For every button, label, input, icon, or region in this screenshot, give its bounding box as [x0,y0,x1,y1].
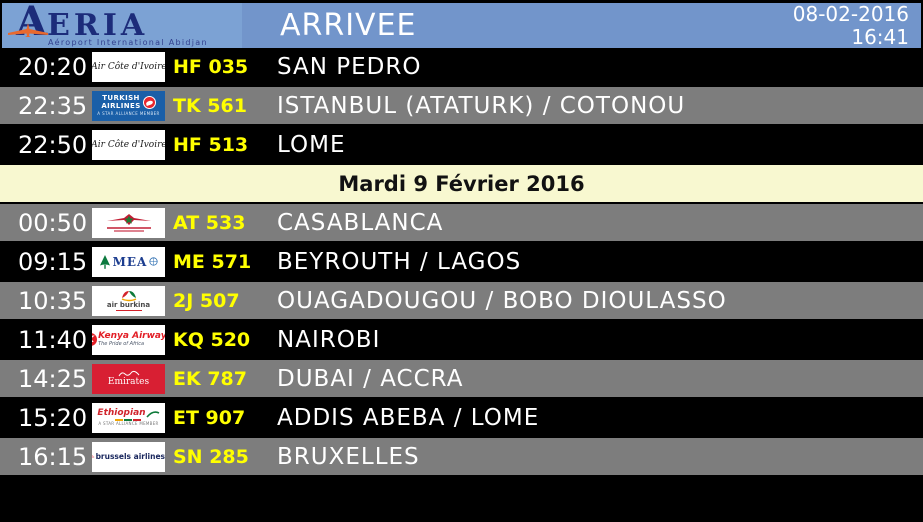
mea-logo: MEA [92,246,165,277]
winged-star-icon [106,214,151,225]
flight-number: 2J 507 [173,289,240,312]
flight-destination: CASABLANCA [277,209,444,236]
kenya-airways-logo: K Kenya Airways The Pride of Africa [92,324,165,355]
flight-row: 15:20 Ethiopian A STAR ALLIANCE MEMBER E… [0,399,923,438]
flight-time: 09:15 [18,247,88,276]
flight-destination: SAN PEDRO [277,53,422,80]
flight-destination: BRUXELLES [277,443,420,470]
aeria-letters: ERIA [47,8,149,43]
flight-destination: LOME [277,131,346,158]
flight-time: 00:50 [18,208,88,237]
flight-row: 11:40 K Kenya Airways The Pride of Afric… [0,321,923,360]
flight-time: 11:40 [18,325,88,354]
flight-destination: ADDIS ABEBA / LOME [277,404,540,431]
flight-time: 22:35 [18,91,88,120]
flight-time: 14:25 [18,364,88,393]
page-title: ARRIVEE [280,8,417,43]
flight-row: 16:15 brussels airlines SN 285 BRUXELLES [0,438,923,477]
header-time: 16:41 [851,24,909,49]
flight-row: 14:25 Emirates EK 787 DUBAI / ACCRA [0,360,923,399]
aeria-logo: A ERIA Aéroport International Abidjan [2,2,242,48]
stallions-emblem-icon [121,290,136,301]
header-date: 08-02-2016 [792,1,909,26]
flight-destination: BEYROUTH / LAGOS [277,248,522,275]
flight-row: 22:35 TURKISH AIRLINES A STAR ALLIANCE ME… [0,87,923,126]
emirates-logo: Emirates [92,363,165,394]
flight-number: TK 561 [173,94,247,117]
flight-number: SN 285 [173,445,249,468]
airplane-icon [8,23,48,37]
flight-time: 15:20 [18,403,88,432]
aeria-subtitle: Aéroport International Abidjan [48,38,208,47]
flight-number: HF 035 [173,55,249,78]
dotted-b-icon [92,455,95,458]
air-cote-divoire-logo: Air Côte d'Ivoire [92,129,165,160]
flight-number: HF 513 [173,133,249,156]
flight-time: 10:35 [18,286,88,315]
cedar-tree-icon [99,254,110,269]
flight-time: 20:20 [18,52,88,81]
flight-destination: OUAGADOUGOU / BOBO DIOULASSO [277,287,727,314]
flight-row: 20:20 Air Côte d'Ivoire HF 035 SAN PEDRO [0,48,923,87]
date-separator-label: Mardi 9 Février 2016 [338,171,585,196]
date-separator-row: Mardi 9 Février 2016 [0,165,923,204]
royal-air-maroc-logo [92,207,165,238]
flight-number: KQ 520 [173,328,251,351]
kenya-k-icon: K [92,333,98,346]
flight-number: ET 907 [173,406,246,429]
flight-row: 10:35 air burkina 2J 507 OUAGADOUGOU / B… [0,282,923,321]
flight-number: EK 787 [173,367,247,390]
flight-destination: DUBAI / ACCRA [277,365,464,392]
green-swoosh-icon [145,411,159,418]
flight-time: 22:50 [18,130,88,159]
air-burkina-logo: air burkina [92,285,165,316]
flight-destination: NAIROBI [277,326,381,353]
aeria-wordmark: A ERIA [8,2,242,43]
brussels-airlines-logo: brussels airlines [92,441,165,472]
board-header: A ERIA Aéroport International Abidjan AR… [2,1,921,49]
flight-list: 20:20 Air Côte d'Ivoire HF 035 SAN PEDRO… [0,48,923,477]
ethiopian-logo: Ethiopian A STAR ALLIANCE MEMBER [92,402,165,433]
flight-number: AT 533 [173,211,246,234]
flight-number: ME 571 [173,250,252,273]
air-cote-divoire-logo: Air Côte d'Ivoire [92,51,165,82]
globe-icon [149,257,158,266]
header-datetime: 08-02-2016 16:41 [792,1,921,49]
flight-row: 22:50 Air Côte d'Ivoire HF 513 LOME [0,126,923,165]
flight-row: 09:15 MEA ME 571 BEYROUTH / LAGOS [0,243,923,282]
aeria-letter-a: A [16,0,48,45]
turkish-airlines-logo: TURKISH AIRLINES A STAR ALLIANCE MEMBER [92,90,165,121]
flight-destination: ISTANBUL (ATATURK) / COTONOU [277,92,686,119]
turkish-bird-icon [142,96,156,109]
flight-time: 16:15 [18,442,88,471]
arabic-calligraphy-icon [118,370,139,376]
flight-row: 00:50 AT 533 CASABLANCA [0,204,923,243]
